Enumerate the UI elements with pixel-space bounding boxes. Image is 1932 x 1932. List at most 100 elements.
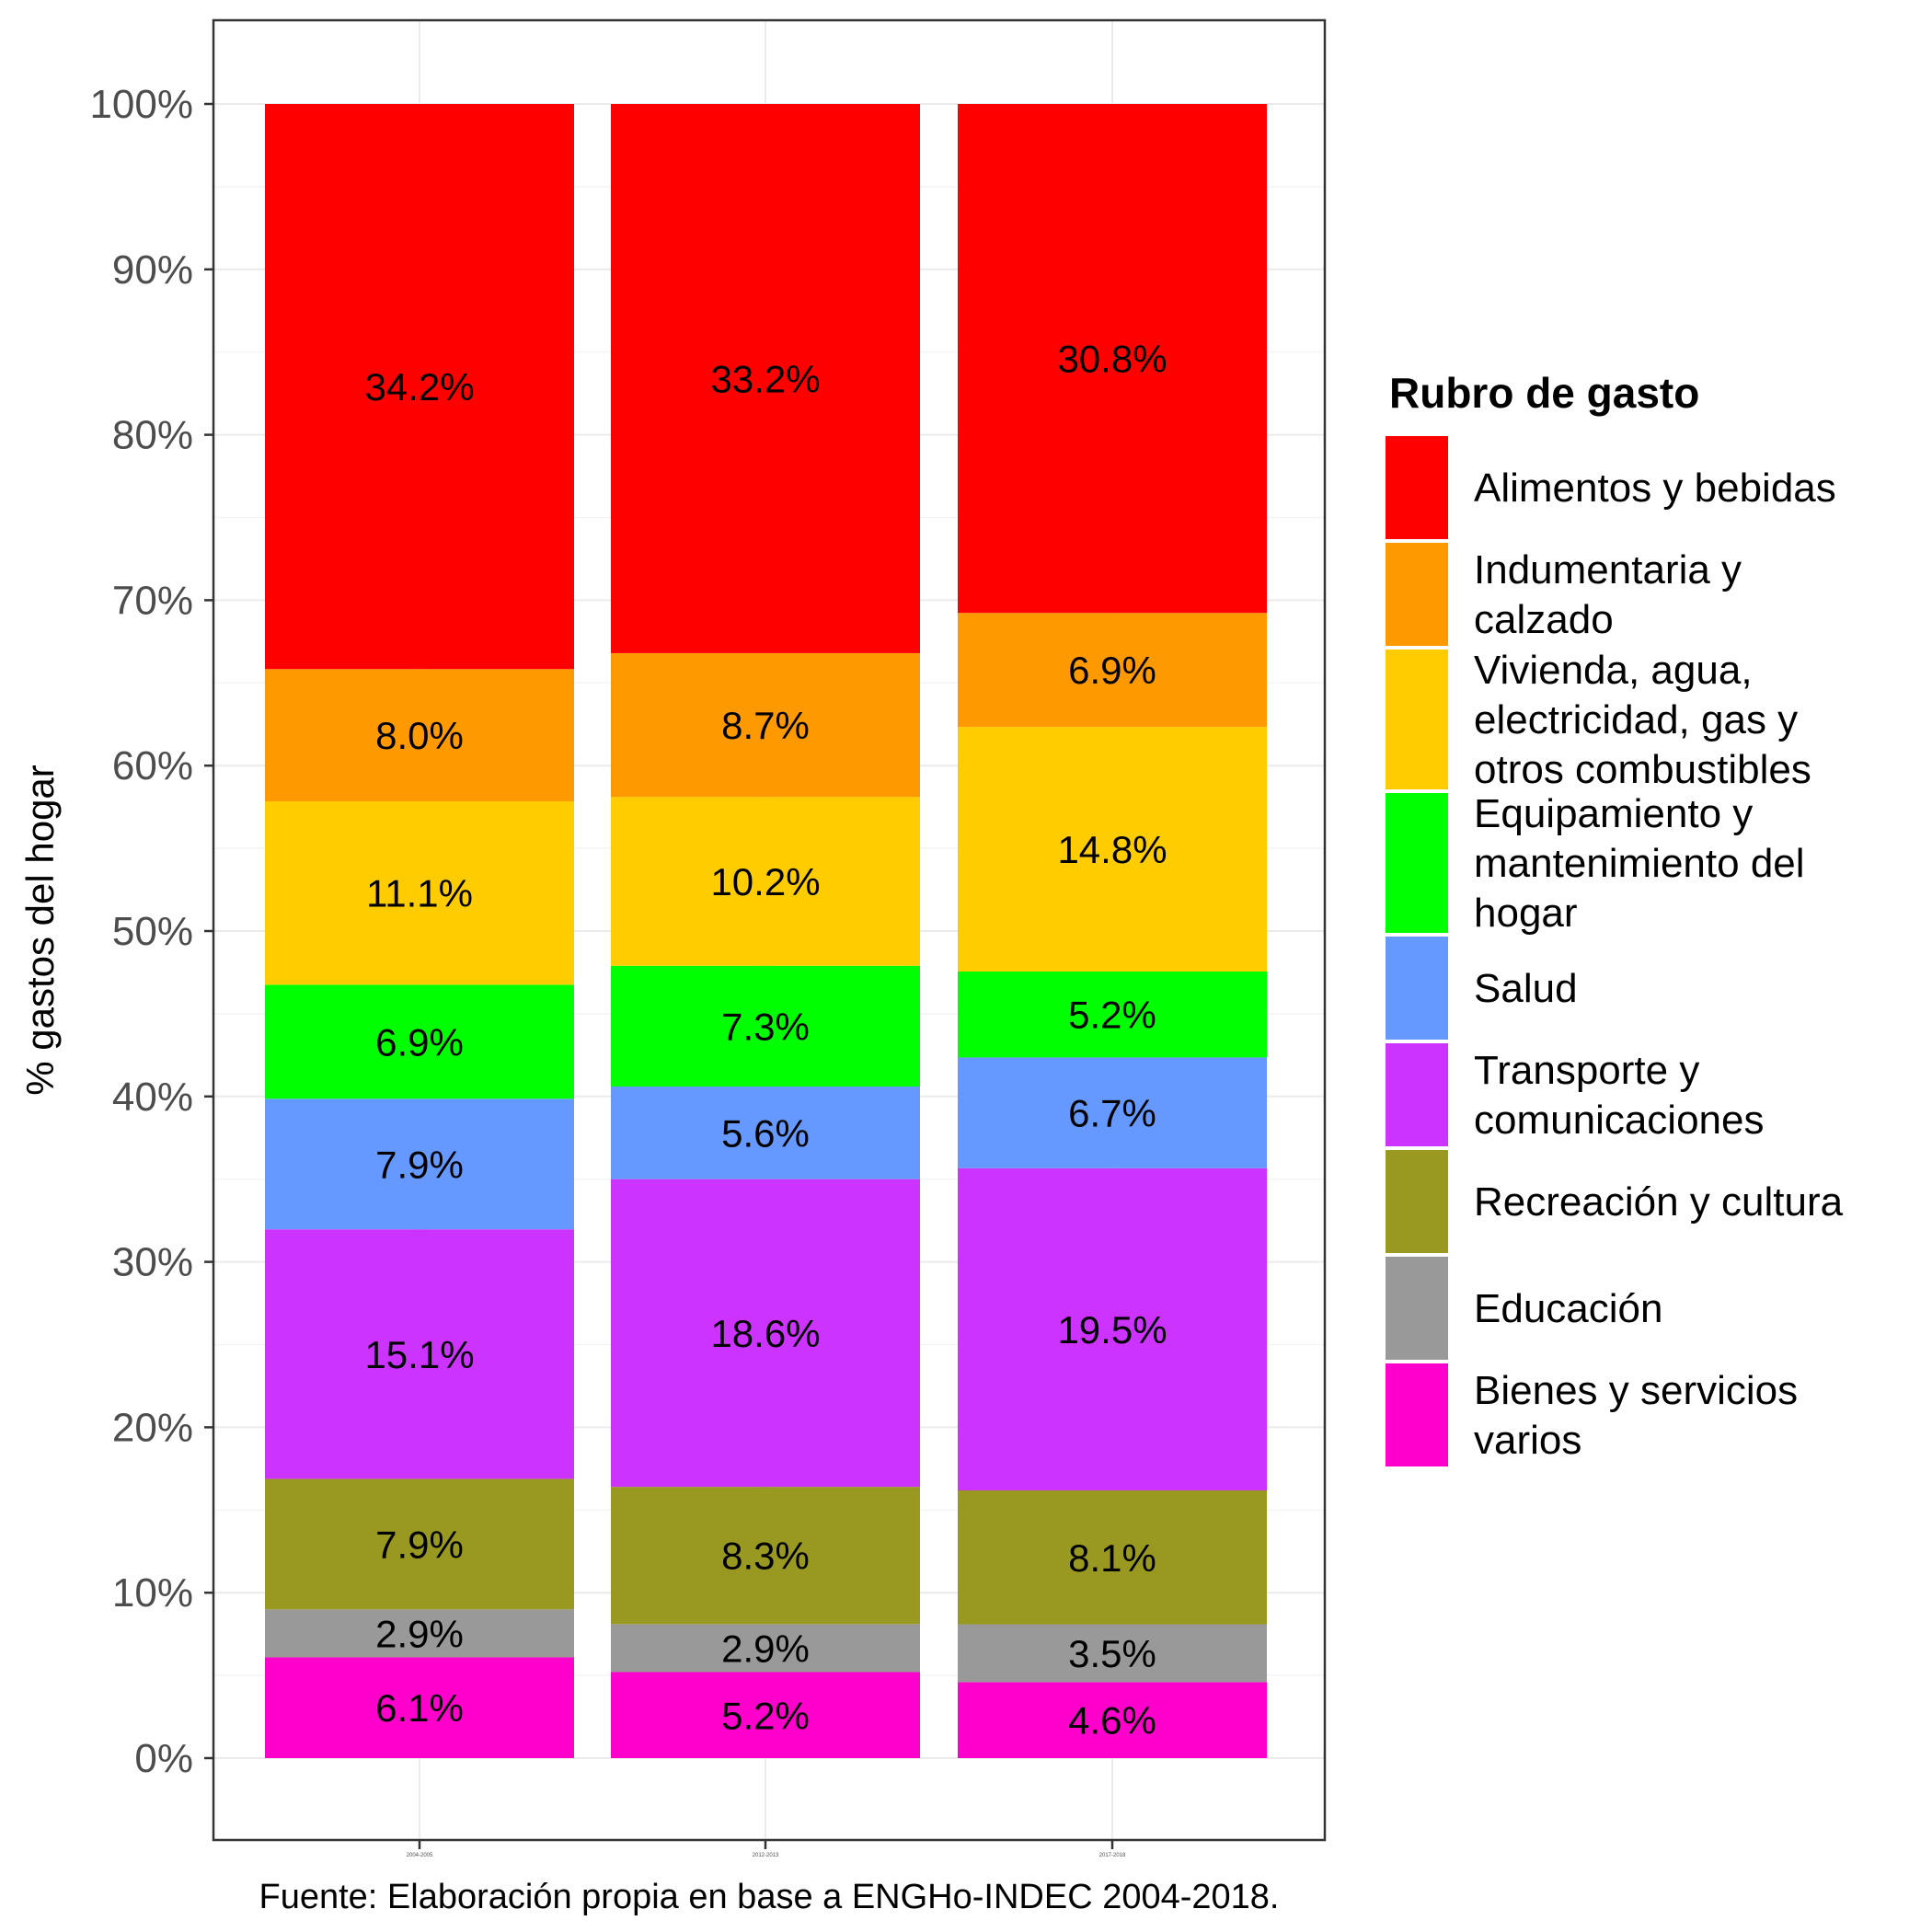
legend-item: Equipamiento y mantenimiento del hogar bbox=[1386, 791, 1805, 936]
legend-item: Alimentos y bebidas bbox=[1386, 436, 1836, 539]
bar-segment bbox=[958, 1490, 1267, 1625]
legend-label: Indumentaria y bbox=[1474, 547, 1742, 592]
segment-value-label: 5.2% bbox=[1068, 994, 1156, 1037]
segment-value-label: 6.9% bbox=[1068, 649, 1156, 692]
legend-key-swatch bbox=[1386, 650, 1448, 789]
legend-item: Salud bbox=[1386, 937, 1578, 1040]
segment-value-label: 34.2% bbox=[364, 365, 474, 408]
legend-label: varios bbox=[1474, 1418, 1581, 1463]
bar-segment bbox=[958, 613, 1267, 728]
bar-segment bbox=[265, 1098, 574, 1230]
segment-value-label: 11.1% bbox=[366, 872, 473, 915]
segment-value-label: 2.9% bbox=[721, 1627, 810, 1670]
legend-label: hogar bbox=[1474, 891, 1578, 936]
segment-value-label: 15.1% bbox=[364, 1333, 474, 1376]
segment-value-label: 2.9% bbox=[375, 1612, 464, 1655]
segment-value-label: 33.2% bbox=[710, 357, 820, 400]
bar-segment bbox=[958, 972, 1267, 1058]
bar-segment bbox=[265, 1657, 574, 1758]
bar-segment bbox=[611, 104, 920, 653]
y-tick-label: 70% bbox=[112, 578, 193, 623]
bar-segment bbox=[611, 797, 920, 966]
legend-key-swatch bbox=[1386, 937, 1448, 1040]
bar-segment bbox=[265, 800, 574, 985]
legend-key-swatch bbox=[1386, 1150, 1448, 1253]
legend-key-swatch bbox=[1386, 793, 1448, 933]
legend-key-swatch bbox=[1386, 543, 1448, 646]
segment-value-label: 4.6% bbox=[1068, 1699, 1156, 1742]
legend-label: Vivienda, agua, bbox=[1474, 648, 1753, 693]
segment-value-label: 8.0% bbox=[375, 714, 464, 757]
legend-key-swatch bbox=[1386, 1043, 1448, 1146]
bar-stacks bbox=[265, 104, 1267, 1758]
legend-key-swatch bbox=[1386, 436, 1448, 539]
legend-label: otros combustibles bbox=[1474, 747, 1811, 792]
x-tick-label: 2004-2005 bbox=[407, 1853, 433, 1858]
legend-label: electricidad, gas y bbox=[1474, 697, 1798, 742]
legend-label: comunicaciones bbox=[1474, 1098, 1765, 1143]
y-tick-label: 40% bbox=[112, 1075, 193, 1120]
legend-label: Bienes y servicios bbox=[1474, 1368, 1798, 1413]
legend-key-swatch bbox=[1386, 1363, 1448, 1466]
segment-value-label: 6.7% bbox=[1068, 1092, 1156, 1135]
bar-segment bbox=[265, 984, 574, 1099]
legend-label: Alimentos y bebidas bbox=[1474, 466, 1836, 511]
segment-value-label: 7.3% bbox=[721, 1005, 810, 1048]
bar-segment bbox=[611, 652, 920, 798]
legend-label: Transporte y bbox=[1474, 1048, 1699, 1093]
legend-label: Equipamiento y bbox=[1474, 791, 1753, 836]
bar-segment bbox=[958, 1167, 1267, 1491]
legend-item: Vivienda, agua,electricidad, gas y otros … bbox=[1386, 648, 1811, 792]
bar-segment bbox=[611, 965, 920, 1087]
legend-item: Indumentaria y calzado bbox=[1386, 543, 1742, 646]
legend-key-swatch bbox=[1386, 1257, 1448, 1360]
source-caption: Fuente: Elaboración propia en base a ENG… bbox=[259, 1878, 1280, 1916]
y-tick-label: 50% bbox=[112, 909, 193, 954]
bar-segment bbox=[265, 1478, 574, 1610]
bar-segment bbox=[958, 1682, 1267, 1758]
bar-segment bbox=[265, 669, 574, 801]
segment-value-label: 5.6% bbox=[721, 1111, 810, 1155]
bar-segment bbox=[958, 104, 1267, 614]
y-axis-title: % gastos del hogar bbox=[18, 765, 62, 1096]
legend-item: Bienes y servicios varios bbox=[1386, 1363, 1798, 1466]
bar-segment bbox=[958, 1624, 1267, 1683]
x-axis-ticks: 2004-2005 2012-2013 2017-2018 bbox=[407, 1840, 1126, 1858]
segment-labels: 6.1% 2.9% 7.9% 15.1% 7.9% 6.9% 11.1% 8.0% 34.2% 5… bbox=[364, 338, 1167, 1742]
y-tick-label: 100% bbox=[89, 82, 193, 127]
y-tick-label: 90% bbox=[112, 247, 193, 293]
bar-segment bbox=[611, 1487, 920, 1625]
bar-segment bbox=[265, 1609, 574, 1658]
legend-label: mantenimiento del bbox=[1474, 841, 1805, 886]
legend-item: Transporte y comunicaciones bbox=[1386, 1043, 1765, 1146]
segment-value-label: 8.1% bbox=[1068, 1536, 1156, 1580]
segment-value-label: 7.9% bbox=[375, 1523, 464, 1566]
bar-segment bbox=[265, 104, 574, 670]
segment-value-label: 19.5% bbox=[1057, 1308, 1167, 1351]
y-tick-label: 80% bbox=[112, 413, 193, 458]
bar-segment bbox=[611, 1179, 920, 1488]
legend-label: calzado bbox=[1474, 597, 1614, 642]
y-tick-label: 0% bbox=[134, 1736, 193, 1781]
legend-item: Educación bbox=[1386, 1257, 1662, 1360]
segment-value-label: 6.9% bbox=[375, 1020, 464, 1064]
segment-value-label: 8.3% bbox=[721, 1535, 810, 1578]
y-tick-label: 10% bbox=[112, 1570, 193, 1616]
segment-value-label: 30.8% bbox=[1057, 338, 1167, 381]
bar-segment bbox=[958, 727, 1267, 972]
bar-segment bbox=[611, 1087, 920, 1179]
legend-item: Recreación y cultura bbox=[1386, 1150, 1844, 1253]
y-axis-ticks: 0% 10% 20% 30% 40% 50% 60% 70% 80% 90% 100% bbox=[89, 82, 213, 1781]
x-tick-label: 2012-2013 bbox=[753, 1853, 779, 1858]
legend-title: Rubro de gasto bbox=[1389, 369, 1699, 417]
legend-label: Educación bbox=[1474, 1286, 1662, 1331]
y-tick-label: 60% bbox=[112, 743, 193, 788]
bar-segment bbox=[958, 1057, 1267, 1168]
segment-value-label: 5.2% bbox=[721, 1694, 810, 1737]
x-tick-label: 2017-2018 bbox=[1099, 1853, 1126, 1858]
legend: Alimentos y bebidas Indumentaria y calzado… bbox=[1386, 436, 1844, 1466]
legend-label: Recreación y cultura bbox=[1474, 1179, 1844, 1225]
bar-segment bbox=[611, 1672, 920, 1758]
segment-value-label: 18.6% bbox=[710, 1312, 820, 1355]
